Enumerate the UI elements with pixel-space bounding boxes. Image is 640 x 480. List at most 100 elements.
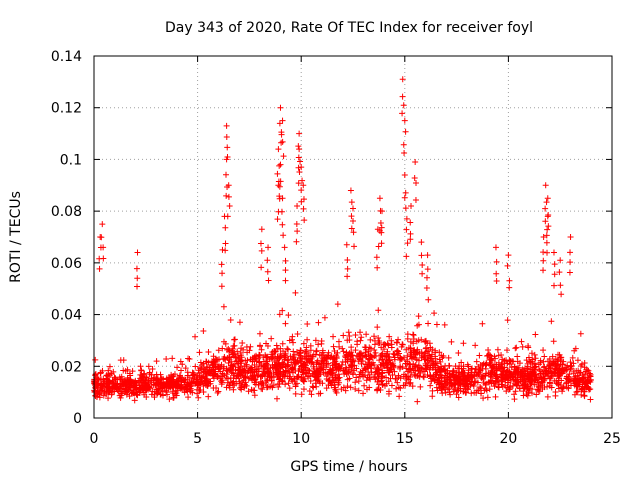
data-point [340,367,347,374]
data-point [234,372,241,379]
spike-trail-point [282,277,289,284]
data-point [248,386,255,393]
data-point [527,375,534,382]
data-point [442,389,449,396]
spike-trail-point [567,249,574,256]
data-point [495,384,502,391]
data-point [251,392,258,399]
data-point [287,353,294,360]
data-point [361,382,368,389]
data-point [349,370,356,377]
data-point [437,358,444,365]
spike-trail-point [226,202,233,209]
data-point [427,354,434,361]
data-point [307,347,314,354]
spike-trail-point [134,275,141,282]
data-point [100,392,107,399]
spike-trail-point [544,226,551,233]
data-point [480,376,487,383]
data-point [409,383,416,390]
spike-trail-point [493,277,500,284]
data-point [455,349,462,356]
spike-point [567,234,574,240]
data-point [579,375,586,382]
spike-trail-point [222,224,229,231]
data-point [465,371,472,378]
data-point [550,361,557,368]
data-point [499,378,506,385]
data-point [459,369,466,376]
data-point [569,354,576,361]
spike-point [424,252,431,259]
data-point [383,374,390,381]
data-point [477,390,484,397]
data-point [318,352,325,359]
data-point [544,370,551,377]
data-point [413,338,420,345]
spike-point [408,202,415,209]
spike-point [374,226,381,233]
spike-trail-point [298,187,305,194]
spike-point [275,182,282,189]
data-point [97,370,104,377]
data-point [375,381,382,388]
data-point [297,355,304,362]
data-point [535,387,542,394]
data-point [453,374,460,381]
data-point [397,364,404,371]
spike-point [265,244,272,251]
data-point [159,392,166,399]
data-point [235,355,242,362]
data-point [215,366,222,373]
data-point [304,359,311,366]
spike-point [258,226,265,233]
data-point [380,346,387,353]
data-point [520,392,527,399]
data-point [149,365,156,372]
data-point [147,377,154,384]
spike-trail-point [401,149,408,156]
data-point [317,390,324,397]
data-point [194,390,201,397]
y-tick-label: 0.04 [51,308,82,324]
data-point [157,383,164,390]
data-point [231,342,238,349]
data-point [345,329,352,336]
spike-trail-point [134,283,141,290]
data-point [426,359,433,366]
data-point [306,388,313,395]
data-point [553,380,560,387]
data-point [418,336,425,343]
data-point [473,358,480,365]
spike-trail-point [401,194,408,201]
spike-trail-point [349,217,356,224]
data-point [376,357,383,364]
spike-trail-point [543,232,550,239]
spike-trail-point [282,267,289,274]
spike-trail-point [400,141,407,148]
spike-trail-point [279,138,286,145]
data-point [476,352,483,359]
data-point [388,344,395,351]
data-point [529,386,536,393]
spike-trail-point [378,224,385,231]
data-point [298,391,305,398]
spike-trail-point [551,271,558,278]
spike-trail-point [96,265,103,272]
spike-trail-point [301,217,308,224]
data-point [304,366,311,373]
spike-trail-point [423,274,430,281]
data-point [285,362,292,369]
spike-point [219,246,226,253]
data-point [146,384,153,391]
data-point [247,343,254,350]
data-point [482,381,489,388]
x-tick-label: 5 [193,431,202,447]
data-point [274,353,281,360]
data-point [120,367,127,374]
spike-trail-point [413,180,420,187]
data-point [249,368,256,375]
data-point [279,340,286,347]
data-point [263,378,270,385]
